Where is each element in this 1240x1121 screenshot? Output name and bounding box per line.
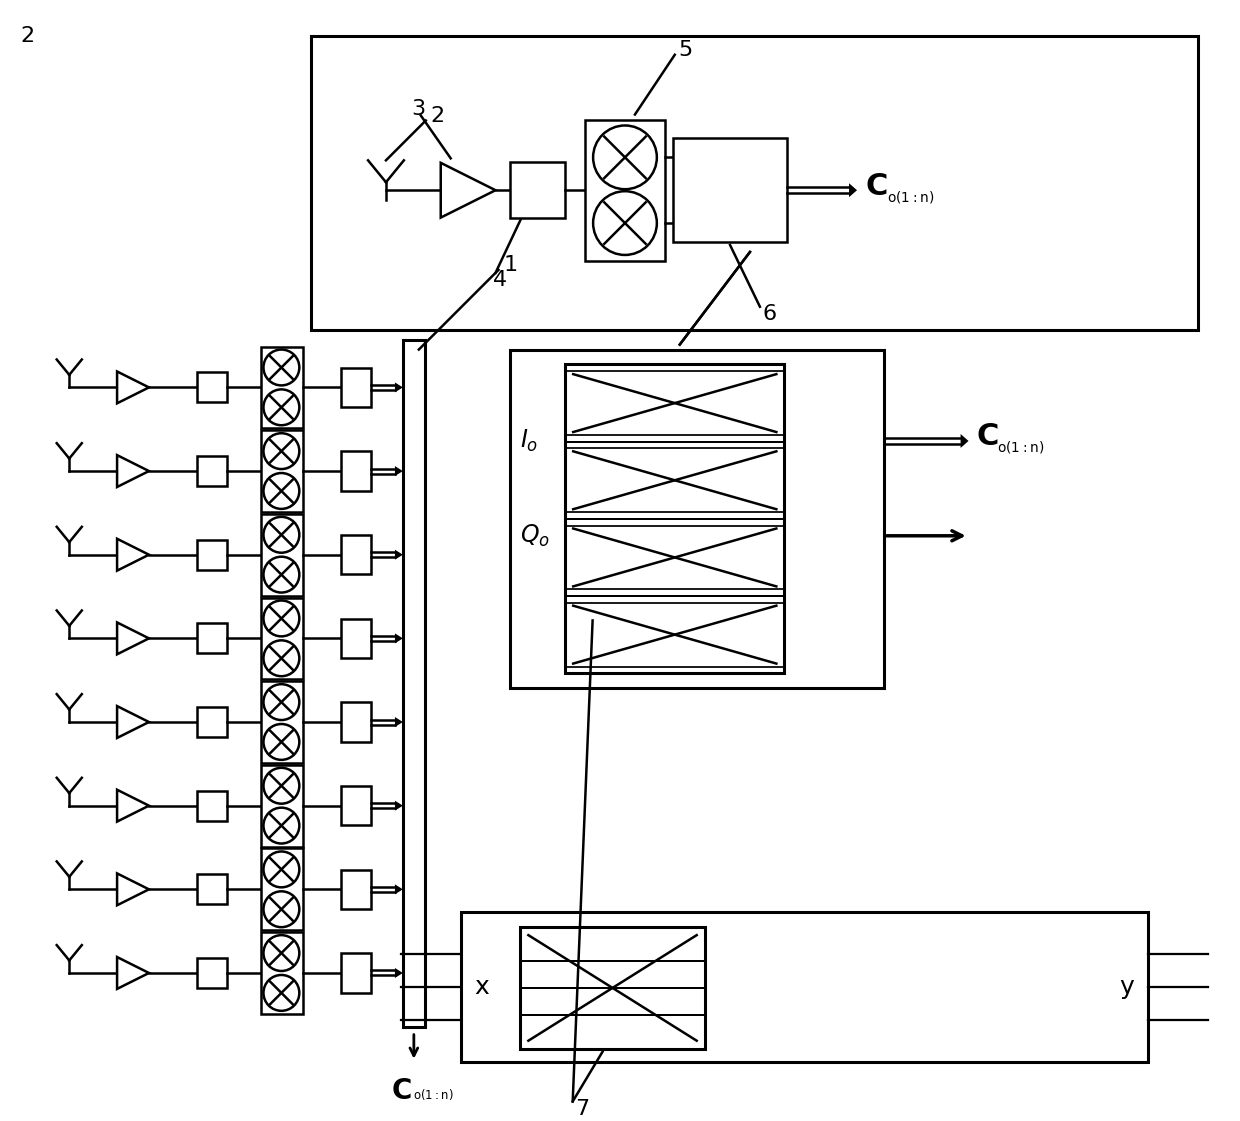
Polygon shape xyxy=(394,466,403,476)
Circle shape xyxy=(263,807,299,843)
Bar xyxy=(262,765,304,846)
Text: 3: 3 xyxy=(410,99,425,119)
Text: 7: 7 xyxy=(574,1100,589,1120)
Polygon shape xyxy=(117,873,149,906)
Bar xyxy=(585,120,665,261)
Polygon shape xyxy=(117,789,149,822)
Text: $I_o$: $I_o$ xyxy=(521,428,538,454)
Bar xyxy=(197,707,227,736)
Text: $\mathbf{C}$: $\mathbf{C}$ xyxy=(391,1076,412,1104)
Bar xyxy=(197,874,227,905)
Text: 2: 2 xyxy=(21,26,35,46)
Text: x: x xyxy=(475,975,490,999)
Text: $_{\mathrm{o(1:n)}}$: $_{\mathrm{o(1:n)}}$ xyxy=(887,187,934,205)
Bar xyxy=(341,368,371,407)
Bar xyxy=(673,138,787,242)
Circle shape xyxy=(263,389,299,425)
Text: $_{\mathrm{o(1:n)}}$: $_{\mathrm{o(1:n)}}$ xyxy=(997,437,1045,456)
Polygon shape xyxy=(117,622,149,655)
Polygon shape xyxy=(117,957,149,989)
Bar xyxy=(341,786,371,825)
Bar xyxy=(521,927,704,1048)
Circle shape xyxy=(593,126,657,189)
Circle shape xyxy=(263,891,299,927)
Bar xyxy=(262,346,304,428)
Polygon shape xyxy=(961,434,968,448)
Text: 2: 2 xyxy=(430,105,445,126)
Bar xyxy=(197,790,227,821)
Bar xyxy=(197,456,227,487)
Bar xyxy=(262,682,304,763)
Circle shape xyxy=(263,601,299,637)
Text: 5: 5 xyxy=(678,39,693,59)
Text: $Q_o$: $Q_o$ xyxy=(521,522,551,549)
Circle shape xyxy=(263,350,299,386)
Bar xyxy=(511,350,884,688)
Polygon shape xyxy=(394,382,403,392)
Bar xyxy=(565,364,785,674)
Circle shape xyxy=(263,640,299,676)
Circle shape xyxy=(263,852,299,888)
Circle shape xyxy=(263,433,299,469)
Polygon shape xyxy=(849,183,857,197)
Bar xyxy=(197,540,227,569)
Circle shape xyxy=(593,192,657,254)
Circle shape xyxy=(263,684,299,720)
Bar xyxy=(341,619,371,658)
Polygon shape xyxy=(117,706,149,738)
Text: 4: 4 xyxy=(492,270,507,290)
Circle shape xyxy=(263,517,299,553)
Polygon shape xyxy=(394,800,403,810)
Bar xyxy=(341,535,371,574)
Circle shape xyxy=(263,935,299,971)
Bar xyxy=(341,703,371,742)
Text: y: y xyxy=(1120,975,1133,999)
Polygon shape xyxy=(394,549,403,559)
Bar xyxy=(341,870,371,909)
Circle shape xyxy=(263,724,299,760)
Bar xyxy=(262,430,304,512)
Bar xyxy=(403,340,425,1027)
Bar xyxy=(341,953,371,992)
Text: $\mathbf{C}$: $\mathbf{C}$ xyxy=(866,172,888,201)
Polygon shape xyxy=(394,717,403,728)
Bar xyxy=(197,958,227,988)
Bar xyxy=(262,597,304,679)
Polygon shape xyxy=(394,884,403,895)
Bar xyxy=(311,36,1198,330)
Text: 6: 6 xyxy=(763,304,777,324)
Bar xyxy=(197,623,227,654)
Circle shape xyxy=(263,473,299,509)
Bar xyxy=(262,513,304,595)
Polygon shape xyxy=(117,371,149,404)
Bar xyxy=(341,452,371,491)
Circle shape xyxy=(263,557,299,593)
Bar xyxy=(460,912,1148,1062)
Text: $\mathbf{C}$: $\mathbf{C}$ xyxy=(976,423,998,452)
Circle shape xyxy=(263,975,299,1011)
Polygon shape xyxy=(117,539,149,571)
Bar xyxy=(262,933,304,1013)
Text: $_{\mathrm{o(1:n)}}$: $_{\mathrm{o(1:n)}}$ xyxy=(413,1084,454,1102)
Polygon shape xyxy=(117,455,149,487)
Polygon shape xyxy=(394,969,403,978)
Polygon shape xyxy=(394,633,403,643)
Polygon shape xyxy=(440,163,496,217)
Circle shape xyxy=(263,768,299,804)
Bar xyxy=(262,849,304,930)
Text: 1: 1 xyxy=(503,254,517,275)
Bar xyxy=(197,372,227,402)
Bar xyxy=(511,163,565,219)
